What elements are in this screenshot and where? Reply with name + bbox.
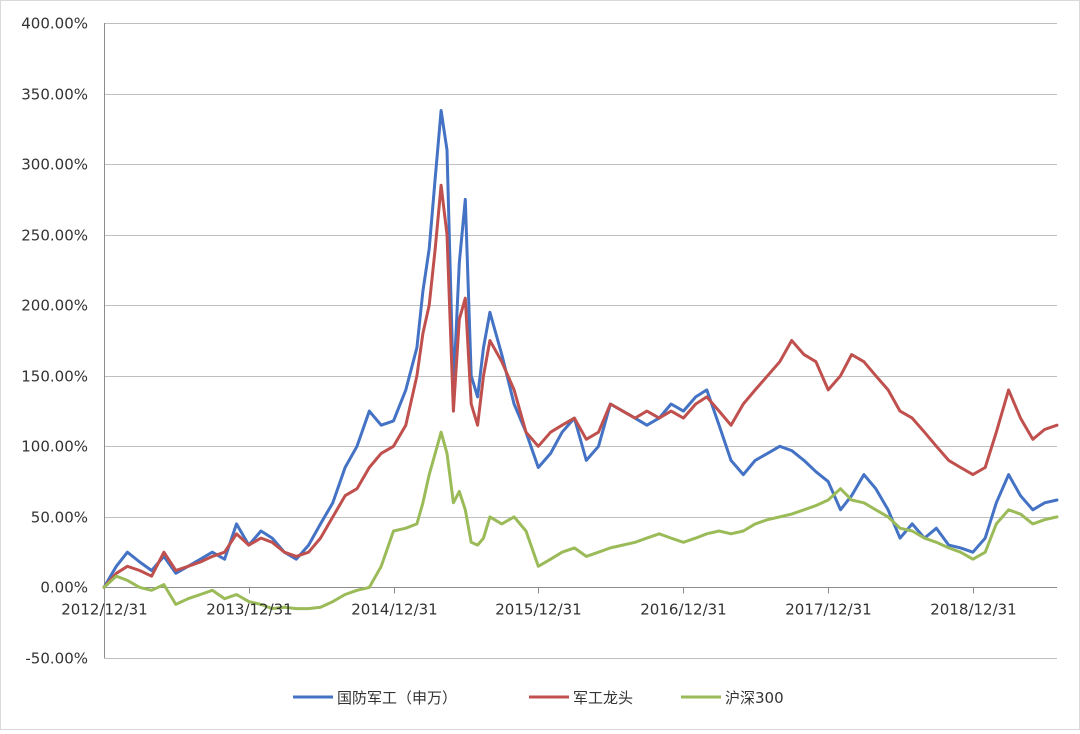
y-tick-label: 400.00% xyxy=(21,15,88,33)
series-line-1 xyxy=(102,109,1059,589)
y-tick-label: 100.00% xyxy=(21,438,88,456)
x-tick-label: 2017/12/31 xyxy=(785,601,871,619)
series-line-2 xyxy=(102,183,1059,589)
series-line-3 xyxy=(102,430,1059,611)
y-tick-label: 150.00% xyxy=(21,368,88,386)
x-tick-label: 2018/12/31 xyxy=(930,601,1016,619)
y-tick-label: -50.00% xyxy=(25,650,88,668)
y-tick-label: 350.00% xyxy=(21,86,88,104)
legend-label-2: 军工龙头 xyxy=(573,689,633,707)
y-tick-label: 200.00% xyxy=(21,297,88,315)
x-tick-label: 2014/12/31 xyxy=(351,601,437,619)
x-tick-label: 2016/12/31 xyxy=(640,601,726,619)
legend-label-3: 沪深300 xyxy=(725,689,784,707)
legend: 国防军工（申万） 军工龙头 沪深300 xyxy=(293,689,784,707)
x-tick-labels: 2012/12/31 2013/12/31 2014/12/31 2015/12/31… xyxy=(61,601,1016,619)
legend-label-1: 国防军工（申万） xyxy=(337,689,457,707)
y-tick-labels: -50.00% 0.00% 50.00% 100.00% 150.00% 200.00% 2… xyxy=(21,15,88,668)
y-tick-label: 300.00% xyxy=(21,156,88,174)
x-tick-label: 2015/12/31 xyxy=(495,601,581,619)
axes xyxy=(104,23,1057,658)
y-tick-label: 50.00% xyxy=(31,509,88,527)
y-tick-label: 250.00% xyxy=(21,227,88,245)
x-tick-label: 2013/12/31 xyxy=(206,601,292,619)
y-tick-label: 0.00% xyxy=(40,579,88,597)
x-tick-label: 2012/12/31 xyxy=(61,601,147,619)
series-lines xyxy=(102,109,1059,611)
